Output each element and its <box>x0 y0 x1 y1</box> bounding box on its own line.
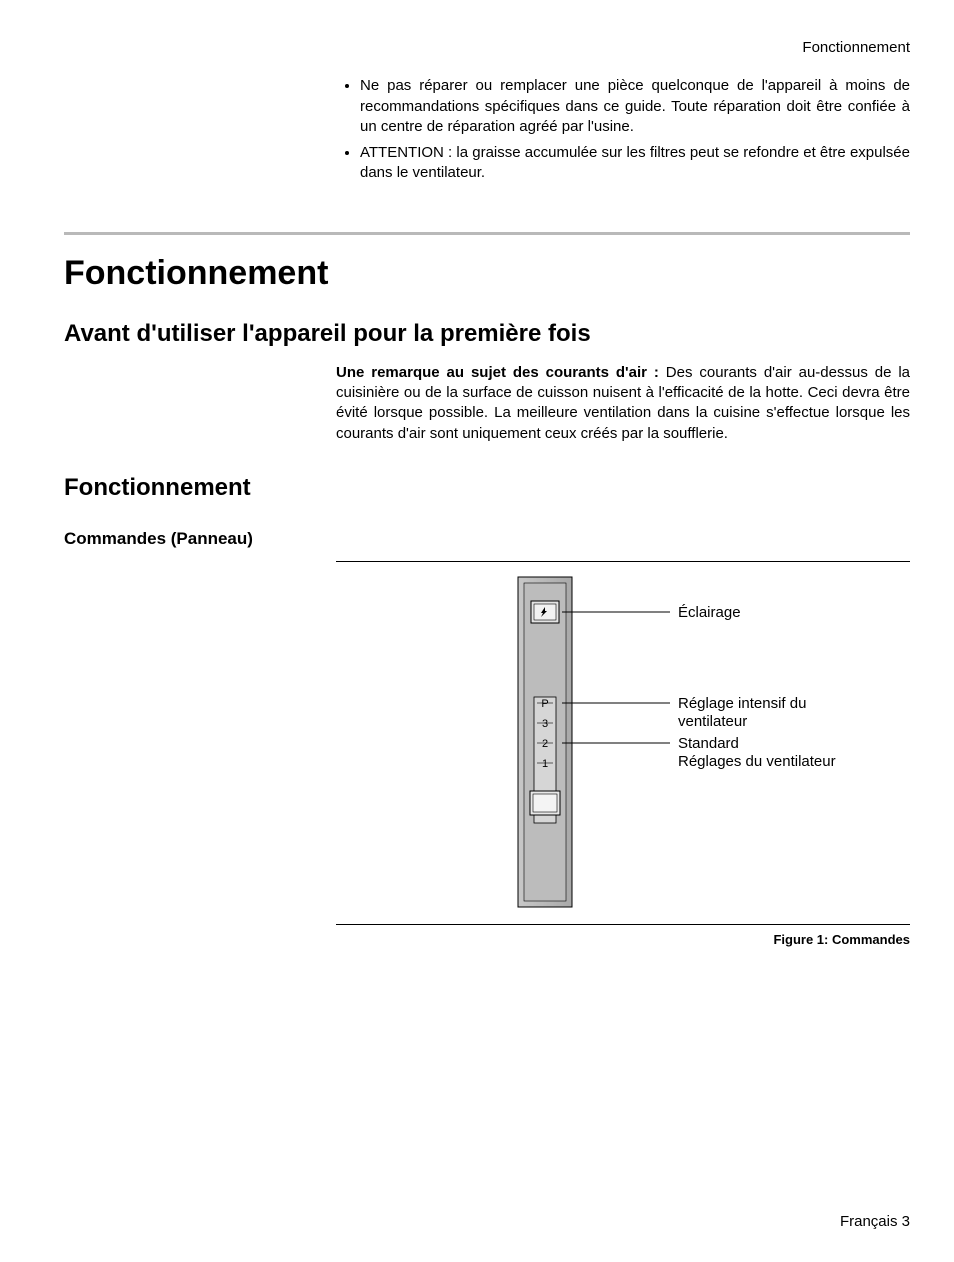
svg-text:3: 3 <box>542 718 548 730</box>
svg-text:Réglages du ventilateur: Réglages du ventilateur <box>678 753 836 770</box>
figure-1: P 3 2 1 Éclairage Réglage intensif duventilat… <box>336 561 910 925</box>
warning-item: Ne pas réparer ou remplacer une pièce qu… <box>360 76 910 137</box>
section1-body: Une remarque au sujet des courants d'air… <box>336 363 910 444</box>
svg-text:Réglage intensif du: Réglage intensif du <box>678 695 806 712</box>
section-heading: Fonctionnement <box>64 472 910 504</box>
section-heading: Avant d'utiliser l'appareil pour la prem… <box>64 318 910 350</box>
footer-page: 3 <box>902 1213 910 1230</box>
svg-text:ventilateur: ventilateur <box>678 713 747 730</box>
figure-caption: Figure 1: Commandes <box>336 931 910 949</box>
subsection-heading: Commandes (Panneau) <box>64 528 910 551</box>
section-rule <box>64 232 910 235</box>
footer-lang: Français <box>840 1213 898 1230</box>
svg-text:Éclairage: Éclairage <box>678 604 741 621</box>
page-footer: Français 3 <box>840 1212 910 1232</box>
controls-diagram: P 3 2 1 Éclairage Réglage intensif duventilat… <box>338 562 908 924</box>
warning-list: Ne pas réparer ou remplacer une pièce qu… <box>336 76 910 183</box>
running-head: Fonctionnement <box>64 38 910 58</box>
svg-text:P: P <box>541 698 548 710</box>
svg-text:2: 2 <box>542 738 548 750</box>
svg-text:1: 1 <box>542 758 548 770</box>
warning-item: ATTENTION : la graisse accumulée sur les… <box>360 143 910 184</box>
section1-lead: Une remarque au sujet des courants d'air… <box>336 364 659 381</box>
svg-text:Standard: Standard <box>678 735 739 752</box>
page-title: Fonctionnement <box>64 251 910 297</box>
